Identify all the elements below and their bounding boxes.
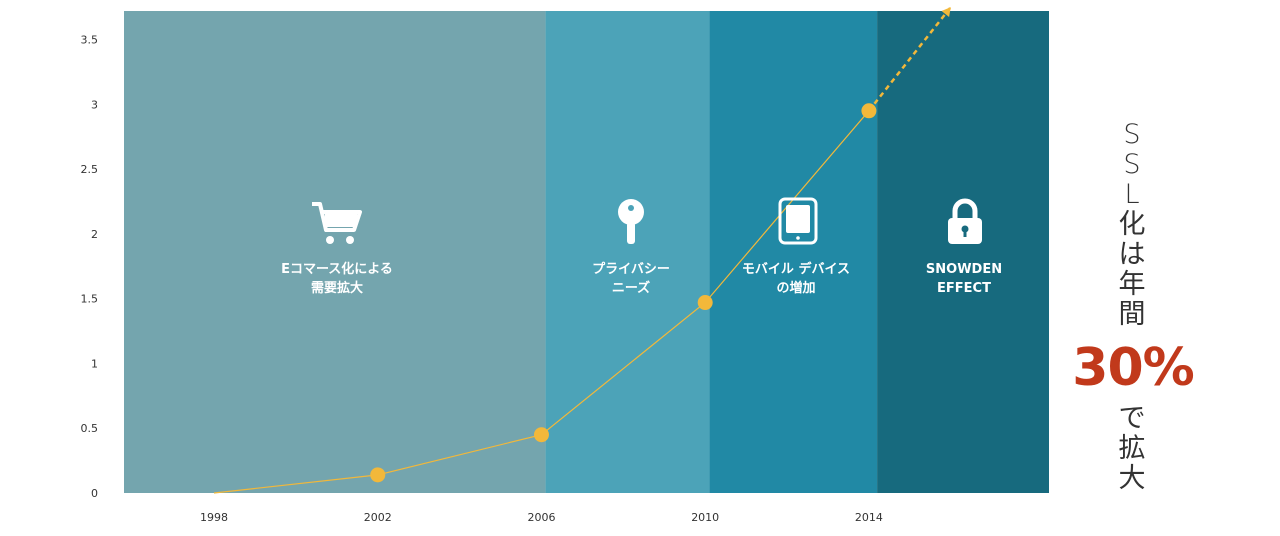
band-1: [545, 11, 710, 493]
band-label-line: の増加: [776, 281, 816, 296]
projection-line: [867, 6, 952, 112]
band-label-line: モバイル デバイス: [741, 262, 851, 277]
key-icon: [615, 198, 647, 250]
band-3: [877, 11, 1049, 493]
projection-arrowhead: [941, 7, 951, 17]
side-caption-char: で: [1118, 403, 1146, 434]
band-label-line: プライバシー: [592, 262, 670, 277]
side-caption-bottom: で拡大: [1112, 404, 1152, 494]
band-label-line: SNOWDEN: [925, 262, 1003, 277]
band-0: [124, 11, 546, 493]
y-tick-label: 2: [91, 228, 98, 241]
side-caption-percent: 30%: [1072, 338, 1194, 398]
band-label-line: Eコマース化による: [281, 262, 393, 277]
y-tick-label: 1: [91, 357, 98, 370]
side-caption-char: S: [1123, 119, 1141, 150]
x-tick-label: 2002: [364, 511, 392, 524]
band-label-privacy: プライバシー ニーズ: [546, 260, 716, 298]
band-label-mobile: モバイル デバイス の増加: [711, 260, 881, 298]
side-caption-char: は: [1118, 239, 1146, 270]
side-caption-char: 大: [1118, 463, 1146, 494]
x-tick-label: 2010: [691, 511, 719, 524]
data-point: [697, 295, 713, 311]
y-tick-label: 3.5: [81, 34, 99, 47]
band-label-line: 需要拡大: [310, 281, 363, 296]
y-tick-label: 1.5: [81, 293, 99, 306]
data-point: [533, 427, 549, 443]
side-caption-char: 間: [1118, 299, 1146, 330]
band-2: [709, 11, 878, 493]
lock-icon: [946, 198, 984, 250]
y-tick-label: 2.5: [81, 163, 99, 176]
side-caption-char: 化: [1118, 209, 1146, 240]
band-label-line: EFFECT: [937, 281, 991, 296]
tablet-icon: [778, 197, 818, 249]
band-label-snowden: SNOWDEN EFFECT: [879, 260, 1049, 298]
y-tick-label: 3: [91, 98, 98, 111]
data-point: [861, 103, 877, 119]
x-tick-label: 1998: [200, 511, 228, 524]
cart-icon: [310, 200, 362, 250]
band-label-line: ニーズ: [611, 281, 651, 296]
y-tick-label: 0.5: [81, 422, 99, 435]
side-caption-char: 拡: [1118, 433, 1146, 464]
side-caption-char: S: [1123, 149, 1141, 180]
x-tick-label: 2006: [527, 511, 555, 524]
y-tick-label: 0: [91, 487, 98, 500]
side-caption-char: 年: [1118, 269, 1146, 300]
side-caption-char: L: [1124, 179, 1140, 210]
x-tick-label: 2014: [855, 511, 883, 524]
data-point: [370, 467, 386, 483]
band-label-ecommerce: Eコマース化による 需要拡大: [252, 260, 422, 298]
